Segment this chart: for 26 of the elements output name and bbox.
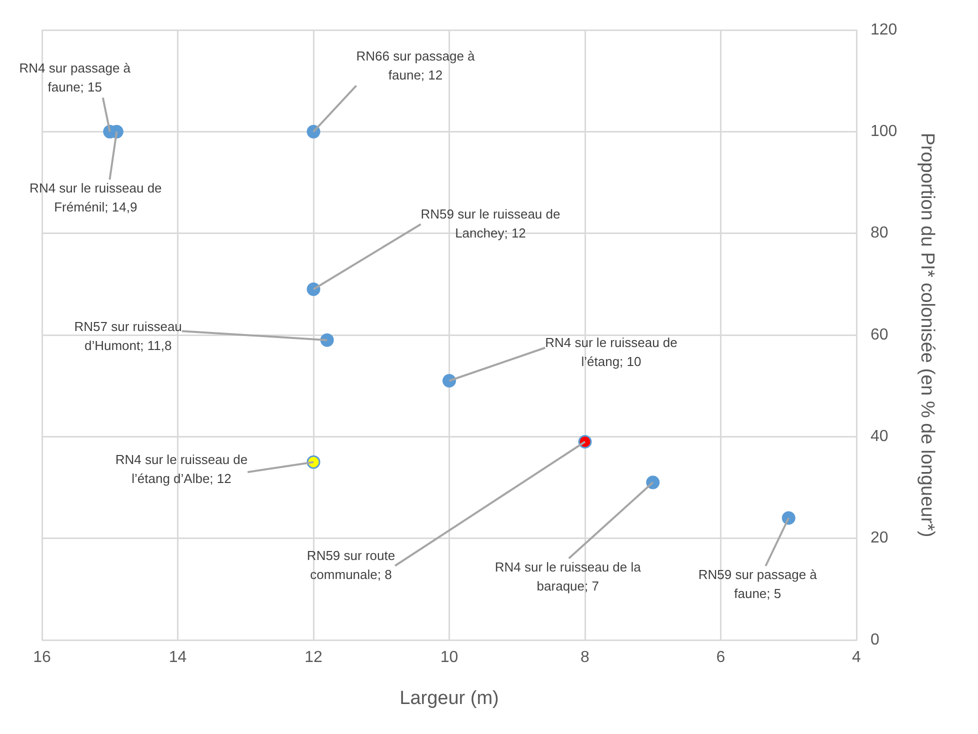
y-tick-label: 60 [870,326,888,344]
annotation: RN4 sur le ruisseau de l’étang d’Albe; 12 [115,452,248,486]
annotation: RN57 sur ruisseau d’Humont; 11,8 [74,319,182,354]
annotation: RN4 sur le ruisseau de la baraque; 7 [494,559,642,594]
annotation: RN59 sur passage à faune; 5 [698,567,818,602]
annotation: RN66 sur passage à faune; 12 [356,48,476,83]
y-tick-label: 100 [870,123,898,140]
annotation: RN59 sur le ruisseau de Lanchey; 12 [420,206,560,240]
x-axis-title: Largeur (m) [400,688,499,709]
annotation: RN59 sur route communale; 8 [306,548,396,582]
y-tick-label: 120 [870,21,898,38]
x-tick-label: 10 [440,649,458,666]
y-axis-title: Proportion du PI* colonisée (en % de longueur*) [916,132,938,538]
x-tick-label: 4 [852,649,862,666]
y-tick-label: 40 [870,428,888,446]
annotation: RN4 sur passage à faune; 15 [19,60,132,95]
x-tick-label: 8 [580,649,590,666]
x-tick-label: 14 [168,649,187,666]
annotation: RN4 sur le ruisseau de l’étang; 10 [545,334,678,369]
y-tick-label: 80 [870,224,888,242]
annotation: RN4 sur le ruisseau de Fréménil; 14,9 [30,180,162,215]
x-tick-label: 6 [716,649,726,666]
x-tick-label: 12 [304,649,322,666]
x-tick-label: 16 [33,649,51,666]
y-tick-label: 0 [870,631,880,648]
y-tick-label: 20 [870,530,888,547]
